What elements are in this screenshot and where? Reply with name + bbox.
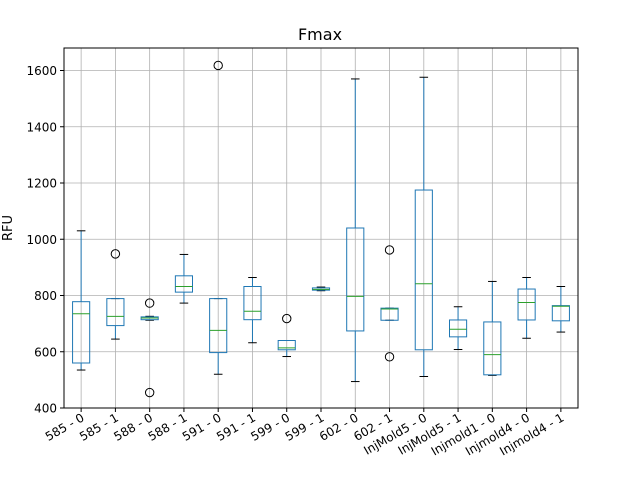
box-group bbox=[140, 298, 159, 398]
iqr-box bbox=[380, 307, 399, 321]
box-group bbox=[380, 245, 399, 362]
y-tick-label: 800 bbox=[34, 289, 57, 303]
y-tick-label: 1200 bbox=[26, 177, 57, 191]
iqr-box bbox=[174, 275, 194, 293]
box-group bbox=[174, 253, 194, 304]
box-group bbox=[277, 313, 296, 358]
iqr-box bbox=[277, 340, 296, 351]
y-tick-label: 1600 bbox=[26, 64, 57, 78]
box-group bbox=[311, 286, 331, 292]
y-tick-label: 1400 bbox=[26, 120, 57, 134]
box-group bbox=[72, 230, 91, 371]
box-group bbox=[414, 76, 433, 377]
box-group bbox=[243, 277, 262, 344]
y-tick-label: 400 bbox=[34, 402, 57, 416]
box-group bbox=[551, 286, 570, 333]
iqr-box bbox=[346, 227, 365, 332]
iqr-box bbox=[551, 305, 570, 322]
outlier-point bbox=[110, 249, 121, 259]
outlier-point bbox=[282, 313, 292, 324]
iqr-box bbox=[483, 321, 502, 376]
y-axis-label: RFU bbox=[1, 215, 16, 241]
box-group bbox=[346, 78, 365, 383]
y-tick-label: 1000 bbox=[26, 233, 57, 247]
outlier-point bbox=[384, 352, 395, 362]
outlier-point bbox=[384, 245, 395, 255]
outlier-point bbox=[213, 60, 223, 71]
outlier-point bbox=[144, 387, 155, 398]
chart-title: Fmax bbox=[298, 25, 342, 44]
plot-area bbox=[72, 60, 570, 398]
iqr-box bbox=[209, 298, 228, 354]
box-group bbox=[517, 277, 536, 339]
outlier-point bbox=[144, 298, 155, 308]
box-group bbox=[483, 280, 502, 376]
iqr-box bbox=[414, 189, 433, 351]
iqr-box bbox=[72, 301, 91, 364]
iqr-box bbox=[106, 298, 125, 327]
box-group bbox=[106, 249, 125, 340]
iqr-box bbox=[243, 286, 262, 321]
box-group bbox=[209, 60, 228, 375]
iqr-box bbox=[517, 288, 536, 321]
iqr-box bbox=[449, 319, 468, 338]
box-group bbox=[449, 306, 468, 350]
y-tick-label: 600 bbox=[34, 345, 57, 359]
